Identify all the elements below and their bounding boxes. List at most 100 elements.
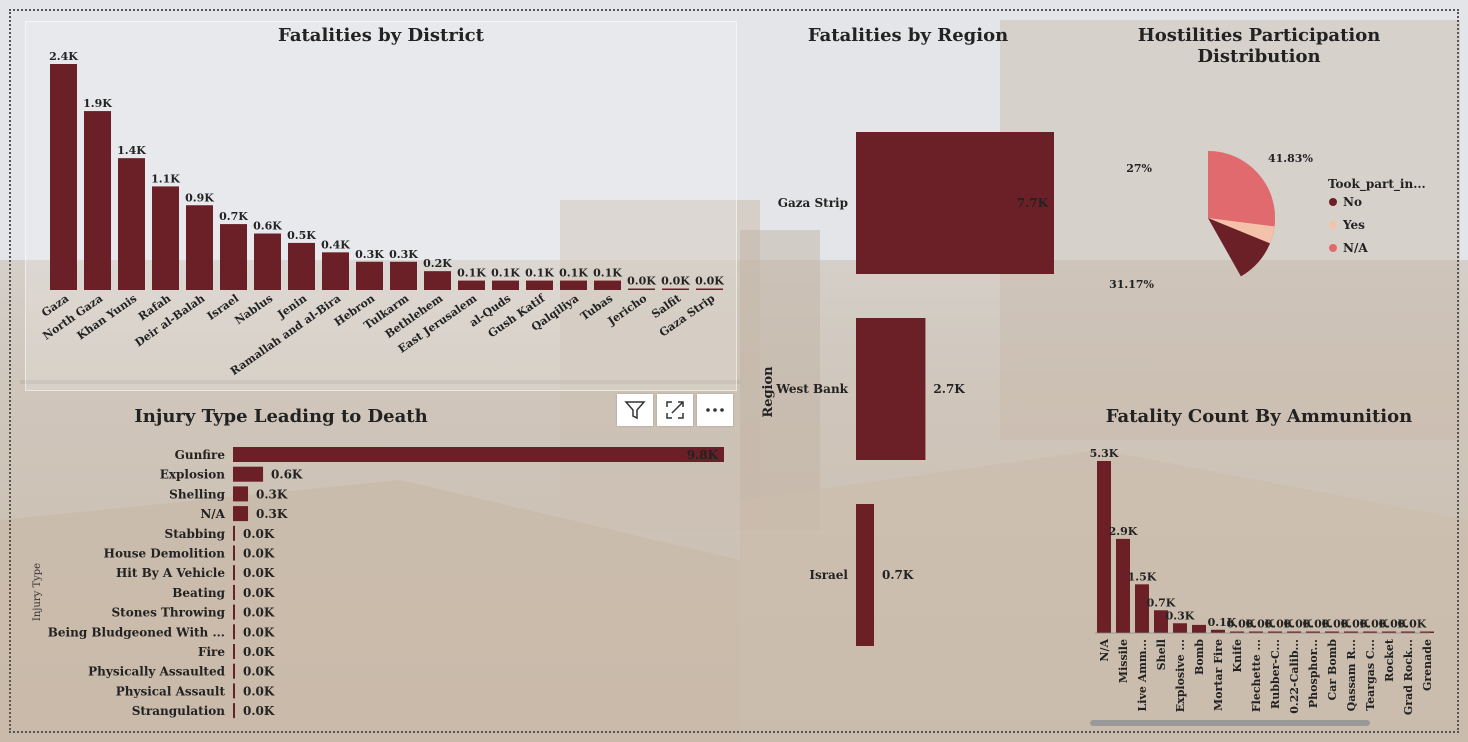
ammunition-bar-label: 0.0K [1265, 618, 1294, 631]
injury-bar-label: 0.0K [243, 665, 275, 679]
ammunition-bar-label: 0.0K [1379, 618, 1408, 631]
ammunition-bar [1268, 631, 1282, 633]
ammunition-bar [1287, 631, 1301, 633]
district-bar [424, 271, 451, 290]
district-bar [492, 280, 519, 290]
injury-bar-label: 0.0K [243, 566, 275, 580]
district-bar-label: 1.1K [151, 172, 180, 185]
ammunition-bar [1230, 631, 1244, 633]
injury-bar-label: 0.0K [243, 586, 275, 600]
injury-bar-label: 0.3K [256, 507, 288, 521]
district-bar-label: 0.1K [593, 267, 622, 280]
district-bar-label: 0.0K [661, 275, 690, 288]
injury-bar-label: 0.0K [243, 547, 275, 561]
injury-bar [233, 447, 724, 462]
region-bar-label: 2.7K [933, 382, 965, 396]
focus-mode-button[interactable] [657, 394, 693, 426]
dashboard-frame [9, 9, 1459, 733]
ammunition-bar [1173, 623, 1187, 633]
injury-tick-label: Hit By A Vehicle [116, 566, 225, 580]
ammunition-tick-label: 0.22-Calib... [1288, 639, 1301, 714]
district-tick-label: Nablus [232, 292, 275, 327]
ammunition-tick-label: Flechette ... [1250, 639, 1263, 712]
injury-tick-label: Physically Assaulted [88, 665, 225, 679]
injury-chart-title: Injury Type Leading to Death [134, 406, 428, 427]
injury-bar [233, 703, 235, 719]
ammunition-bar [1154, 610, 1168, 633]
injury-bar [233, 486, 249, 502]
focus-mode-icon [666, 401, 684, 419]
ammunition-tick-label: Knife [1231, 639, 1244, 672]
injury-panel[interactable]: Injury Type Leading to Death Injury Type… [26, 392, 736, 730]
district-bar [288, 242, 315, 290]
district-bar [560, 280, 587, 290]
ammunition-bar-label: 5.3K [1090, 447, 1119, 460]
district-panel[interactable]: Fatalities by District 2.4K Gaza 1.9K North… [26, 22, 736, 390]
pie-slice [1208, 151, 1275, 227]
ammunition-scrollbar[interactable] [1090, 720, 1370, 726]
hostilities-panel[interactable]: Hostilities Participation Distribution 4… [1074, 22, 1444, 390]
legend-entry: Yes [1342, 218, 1365, 232]
ammunition-tick-label: Bomb [1193, 639, 1206, 675]
legend-marker [1329, 244, 1337, 252]
district-bar [628, 288, 655, 290]
ammunition-bar [1325, 631, 1339, 633]
injury-bar [233, 604, 235, 620]
ammunition-panel[interactable]: Fatality Count By Ammunition 5.3K N/A 2.9K… [1074, 392, 1444, 730]
district-bar-label: 2.4K [49, 50, 78, 63]
district-bar [254, 233, 281, 290]
injury-bar-label: 0.0K [243, 645, 275, 659]
injury-tick-label: Fire [198, 645, 225, 659]
ammunition-tick-label: Teargas C... [1364, 639, 1377, 711]
ammunition-bar [1306, 631, 1320, 633]
legend-marker [1329, 221, 1337, 229]
injury-bar [233, 525, 236, 541]
district-bar [186, 205, 213, 290]
ammunition-chart: 5.3K N/A 2.9K Missile 1.5K Live Amm... 0.7K She… [1090, 447, 1434, 715]
district-bar-label: 1.9K [83, 97, 112, 110]
ammunition-bar [1363, 631, 1377, 633]
district-bar [50, 64, 77, 290]
injury-bar [233, 644, 235, 659]
filter-icon [624, 401, 646, 420]
ammunition-bar [1097, 461, 1111, 633]
injury-bar [233, 506, 249, 522]
injury-bar [233, 565, 235, 581]
ammunition-tick-label: Shell [1155, 639, 1168, 670]
injury-axis-label: Injury Type [32, 563, 43, 621]
ammunition-bar [1116, 538, 1130, 633]
district-bar-label: 0.3K [355, 248, 384, 261]
visual-toolbar [617, 394, 733, 426]
ammunition-bar-label: 0.0K [1341, 618, 1370, 631]
injury-tick-label: Physical Assault [116, 684, 226, 698]
district-bar-label: 1.4K [117, 144, 146, 157]
injury-tick-label: Being Bludgeoned With ... [48, 625, 225, 639]
injury-bar [233, 466, 264, 482]
filter-button[interactable] [617, 394, 653, 426]
ammunition-tick-label: Car Bomb [1326, 639, 1339, 701]
injury-tick-label: Explosion [160, 468, 226, 482]
ammunition-tick-label: Phosphor... [1307, 639, 1320, 708]
region-bar-label: 7.7K [1017, 196, 1049, 210]
ammunition-tick-label: Missile [1117, 639, 1130, 683]
region-tick-label: Gaza Strip [778, 196, 848, 210]
injury-bar-label: 0.0K [243, 606, 275, 620]
district-bar-label: 0.0K [695, 275, 724, 288]
ammunition-tick-label: Grenade [1421, 639, 1434, 691]
district-bar-label: 0.0K [627, 275, 656, 288]
ammunition-tick-label: Rubber-C... [1269, 639, 1282, 709]
more-options-button[interactable] [697, 394, 733, 426]
ammunition-tick-label: Rocket [1383, 638, 1396, 682]
ammunition-bar [1401, 631, 1415, 633]
ammunition-bar-label: 0.0K [1303, 618, 1332, 631]
ammunition-bar-label: 0.7K [1147, 596, 1176, 609]
injury-bar [233, 624, 235, 640]
ammunition-bar-label: 1.5K [1128, 570, 1157, 583]
district-bar-label: 0.1K [525, 267, 554, 280]
ammunition-bar-label: 0.3K [1166, 609, 1195, 622]
region-chart: Region Gaza Strip 7.7K West Bank 2.7K Israel 0… [761, 132, 1054, 646]
injury-bar-label: 0.6K [271, 468, 303, 482]
injury-tick-label: N/A [200, 507, 225, 521]
injury-bar-label: 9.8K [687, 448, 719, 462]
region-panel[interactable]: Fatalities by Region Region Gaza Strip 7.7… [752, 22, 1064, 722]
